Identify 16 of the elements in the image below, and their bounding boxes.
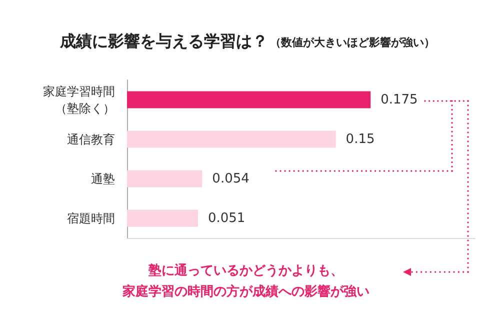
- data-label: 0.15: [346, 132, 375, 147]
- bar: [127, 170, 202, 188]
- bar: [127, 210, 198, 227]
- bar: [127, 130, 336, 148]
- y-tick-label: 宿題時間: [67, 211, 115, 226]
- y-tick-label: 家庭学習時間（塾除く）: [43, 84, 115, 116]
- text: 塾に通っているかどうかよりも、: [148, 262, 344, 278]
- data-label: 0.175: [380, 92, 418, 108]
- data-label: 0.051: [208, 210, 246, 226]
- y-tick-label: 通信教育: [67, 132, 115, 146]
- y-tick-label: 通塾: [91, 172, 115, 186]
- text: 家庭学習の時間の方が成績への影響が強い: [122, 284, 370, 300]
- bar: [127, 91, 371, 108]
- chart-subtitle: （数値が大きいほど影響が強い）: [270, 36, 435, 49]
- chart-title: 成績に影響を与える学習は？: [59, 32, 268, 50]
- data-label: 0.054: [212, 171, 250, 186]
